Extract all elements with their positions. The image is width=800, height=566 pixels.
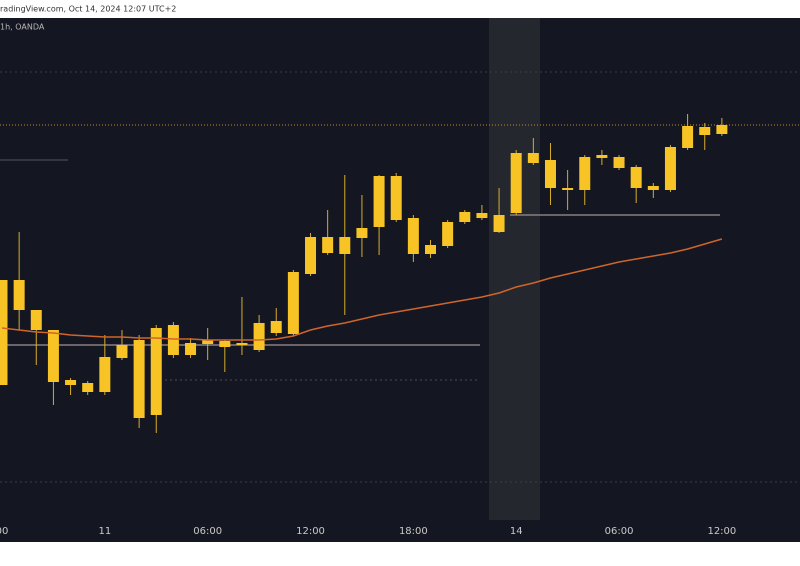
candle-body [322, 237, 334, 253]
candle-body [219, 341, 231, 347]
footer-strip [0, 542, 800, 566]
candle-body [287, 272, 299, 334]
candle-body [236, 343, 248, 345]
candle-body [82, 383, 94, 392]
candle-body [390, 176, 402, 220]
candle-body [493, 215, 505, 232]
candle-body [716, 125, 728, 134]
candle-body [647, 186, 659, 190]
x-tick-label: 12:00 [707, 526, 736, 537]
candle-body [167, 325, 179, 355]
x-tick-label: 06:00 [605, 526, 634, 537]
symbol-text: 1h, OANDA [0, 23, 45, 32]
candle-body [544, 160, 556, 188]
candle-body [339, 237, 351, 254]
plot-background [0, 18, 800, 542]
candle-body [65, 380, 77, 385]
candle-body [150, 328, 162, 415]
header-strip [0, 0, 800, 18]
candle-body [99, 357, 111, 392]
candle-body [596, 155, 608, 158]
candle-body [356, 228, 368, 238]
marks: 00 11 06:00 12:00 18:00 14 06:00 12:00 [0, 114, 736, 537]
candle-body [613, 157, 625, 168]
candle-body [270, 321, 282, 333]
candle-body [476, 213, 488, 218]
candle-body [30, 310, 42, 330]
x-tick-label: 00 [0, 526, 8, 537]
candle-body [373, 176, 385, 227]
candle-body [699, 127, 711, 135]
x-tick-label: 06:00 [193, 526, 222, 537]
candle-body [425, 245, 436, 254]
candle-body [253, 323, 265, 350]
candle-body [510, 153, 522, 213]
candle-body [664, 147, 676, 190]
candle-body [116, 345, 128, 358]
candle-body [562, 188, 574, 190]
candle-body [459, 212, 471, 222]
candle-body [185, 343, 197, 355]
candle-body [407, 218, 419, 254]
candle-body [442, 222, 454, 246]
source-text: radingView.com, Oct 14, 2024 12:07 UTC+2 [0, 5, 176, 14]
moving-average-line [1, 238, 723, 341]
candle-body [527, 153, 539, 163]
session-highlight [489, 18, 540, 520]
candle-body [579, 157, 591, 190]
candle-body [47, 330, 59, 382]
candle-body [202, 340, 214, 344]
candle-body [305, 237, 317, 274]
candle-body [630, 167, 642, 188]
candle-body [133, 340, 145, 418]
x-tick-label: 12:00 [296, 526, 325, 537]
candle-body [13, 280, 25, 310]
x-tick-label: 18:00 [399, 526, 428, 537]
candle-body [682, 126, 694, 148]
x-tick-label: 14 [510, 526, 523, 537]
candle-body [0, 280, 8, 385]
x-tick-label: 11 [98, 526, 111, 537]
